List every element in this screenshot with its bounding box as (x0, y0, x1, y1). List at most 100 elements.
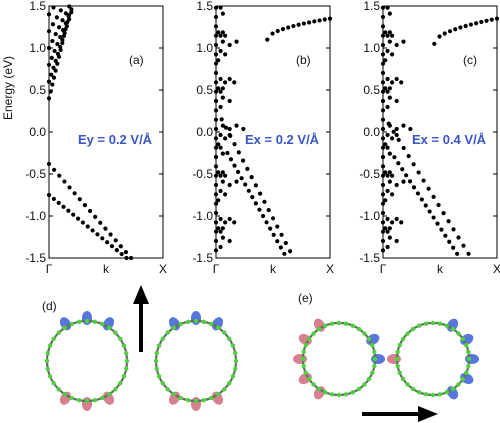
data-point (218, 145, 223, 150)
atom (171, 325, 176, 330)
y-tick-label: 1.5 (29, 0, 46, 13)
data-point (262, 199, 267, 204)
y-tick-label: -1.5 (25, 251, 46, 265)
data-point (390, 33, 395, 38)
atom (227, 336, 232, 341)
data-point (109, 244, 115, 249)
atom (185, 319, 191, 324)
y-tick-label: -1.0 (192, 209, 213, 223)
atom (366, 376, 372, 382)
data-point (387, 170, 392, 175)
data-point (466, 251, 471, 256)
data-point (51, 5, 56, 10)
data-point (213, 201, 219, 206)
data-point (46, 96, 52, 101)
data-point (52, 48, 57, 54)
atom (464, 343, 469, 348)
data-point (213, 210, 219, 216)
data-point (394, 182, 399, 188)
data-point (380, 42, 386, 48)
x-tick-label: X (493, 262, 500, 276)
data-point (218, 229, 223, 234)
data-point (380, 229, 386, 234)
data-point (220, 179, 225, 184)
data-point (399, 80, 404, 85)
data-point (240, 158, 246, 163)
data-point (390, 52, 395, 57)
data-point (213, 238, 219, 244)
field-annotation: Ey = 0.2 V/Å (78, 132, 153, 147)
data-point (90, 228, 95, 233)
data-point (275, 224, 280, 229)
data-point (392, 155, 397, 160)
atom (303, 343, 308, 348)
data-point (234, 39, 239, 44)
atom (160, 381, 165, 386)
atom (460, 336, 466, 342)
data-point (220, 151, 225, 156)
data-point (67, 4, 72, 9)
data-point (390, 220, 395, 225)
data-point (58, 8, 63, 13)
data-point (220, 170, 225, 175)
data-point (443, 233, 448, 238)
data-point (463, 23, 468, 29)
data-point (69, 7, 74, 12)
atom (233, 366, 238, 372)
data-point (50, 22, 56, 27)
data-point (218, 5, 223, 10)
data-point (394, 126, 399, 132)
data-point (51, 196, 56, 202)
data-point (394, 42, 399, 48)
data-point (387, 151, 392, 156)
data-point (385, 188, 390, 194)
y-tick-label: 0.0 (196, 125, 213, 139)
atom (153, 358, 159, 364)
panel-e: (e) (293, 291, 479, 422)
atom (316, 386, 322, 392)
field-arrow-up-icon (133, 285, 149, 352)
data-point (52, 167, 57, 172)
data-point (49, 72, 54, 77)
data-point (232, 163, 237, 168)
atom (62, 392, 67, 397)
data-point (404, 173, 409, 178)
charge-lobe (313, 386, 326, 400)
atom (350, 323, 355, 328)
atom (124, 366, 129, 372)
data-point (268, 226, 273, 231)
atom (100, 395, 105, 401)
data-point (213, 136, 219, 141)
data-point (46, 45, 52, 51)
data-point (278, 245, 283, 250)
data-point (220, 123, 225, 128)
data-point (301, 21, 306, 26)
data-point (218, 89, 223, 94)
data-point (439, 227, 444, 232)
data-point (494, 16, 500, 21)
data-point (385, 132, 390, 138)
data-point (220, 95, 225, 100)
y-tick-label: 0.0 (29, 125, 46, 139)
data-point (60, 37, 65, 43)
data-point (401, 145, 406, 151)
data-point (227, 216, 232, 222)
atom (397, 370, 402, 375)
data-point (227, 182, 232, 188)
data-point (72, 191, 77, 196)
nanotube-pair-d (44, 311, 239, 411)
data-point (119, 251, 124, 257)
data-point (216, 226, 221, 231)
atom (209, 395, 214, 401)
data-point (270, 216, 276, 221)
data-point (218, 216, 223, 222)
data-point (426, 186, 431, 191)
data-point (213, 126, 219, 132)
atom (460, 376, 466, 382)
atom (118, 336, 123, 341)
data-point (218, 33, 223, 38)
panel-label: (c) (463, 53, 477, 67)
data-point (234, 179, 239, 184)
data-point (468, 22, 473, 27)
data-point (387, 86, 392, 91)
